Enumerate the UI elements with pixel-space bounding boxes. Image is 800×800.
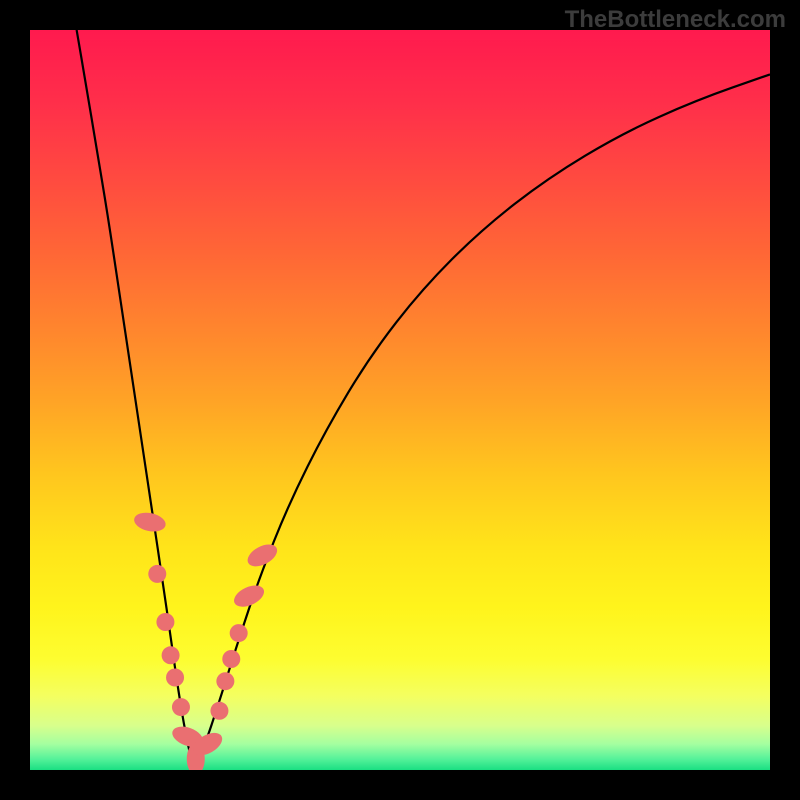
- marker-dot: [156, 613, 174, 631]
- watermark-text: TheBottleneck.com: [565, 6, 786, 34]
- marker-dot: [230, 624, 248, 642]
- marker-dot: [148, 565, 166, 583]
- marker-dot: [162, 646, 180, 664]
- marker-dot: [222, 650, 240, 668]
- plot-area: [30, 30, 770, 770]
- chart-frame: TheBottleneck.com: [0, 0, 800, 800]
- marker-dot: [166, 669, 184, 687]
- bottleneck-chart: [30, 30, 770, 770]
- marker-dot: [216, 672, 234, 690]
- marker-dot: [210, 702, 228, 720]
- gradient-background: [30, 30, 770, 770]
- marker-dot: [172, 698, 190, 716]
